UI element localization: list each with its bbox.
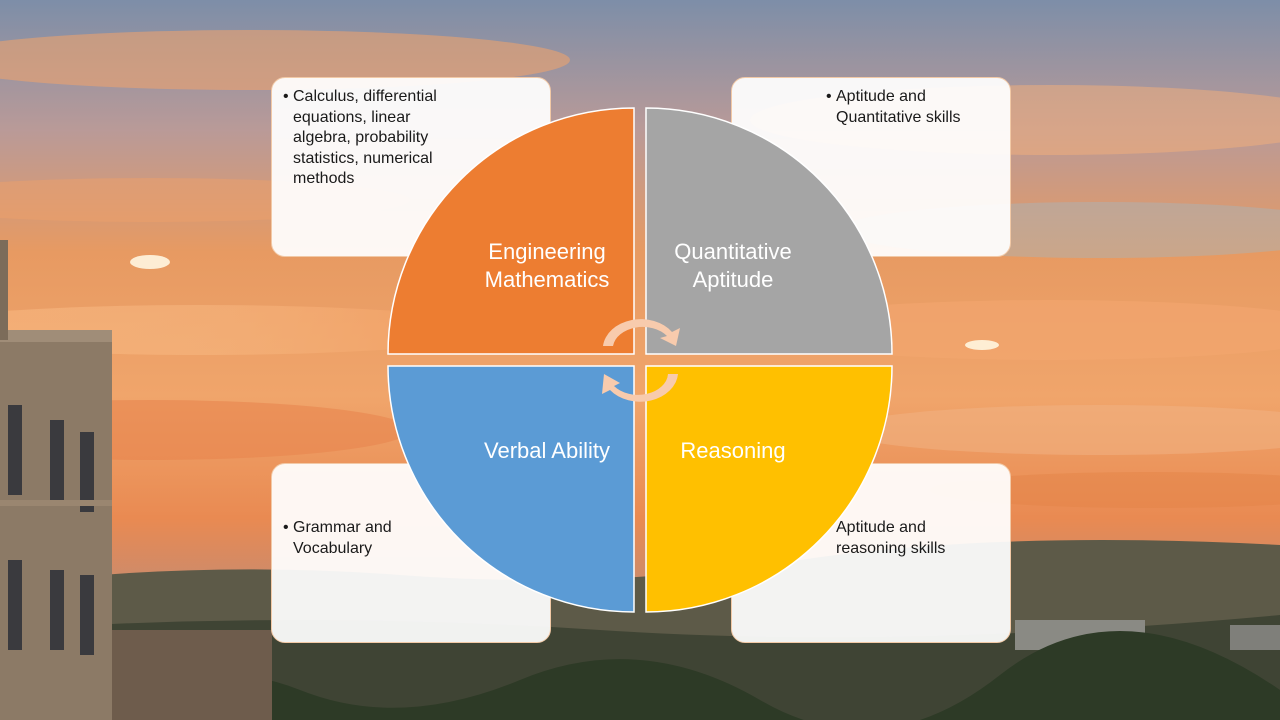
- label-engineering-mathematics: Engineering Mathematics: [484, 239, 610, 292]
- bullet-list-reasoning: Aptitude and reasoning skills: [836, 518, 986, 559]
- bullet-item: Calculus, differential equations, linear…: [283, 87, 463, 190]
- bullet-item: Grammar and Vocabulary: [283, 518, 433, 559]
- bullet-list-engineering-mathematics: Calculus, differential equations, linear…: [283, 87, 463, 190]
- cycle-arrows-icon: [602, 319, 680, 402]
- bullet-list-verbal-ability: Grammar and Vocabulary: [283, 518, 433, 559]
- label-reasoning: Reasoning: [680, 438, 786, 463]
- segment-verbal-ability: [387, 365, 635, 613]
- segment-quantitative-aptitude: [645, 107, 893, 355]
- segment-reasoning: [645, 365, 893, 613]
- bullet-list-quantitative-aptitude: Aptitude and Quantitative skills: [826, 87, 996, 128]
- label-verbal-ability: Verbal Ability: [484, 438, 610, 463]
- bullet-item: Aptitude and Quantitative skills: [826, 87, 996, 128]
- label-quantitative-aptitude: Quantitative Aptitude: [674, 239, 792, 292]
- bullet-item: Aptitude and reasoning skills: [836, 519, 946, 557]
